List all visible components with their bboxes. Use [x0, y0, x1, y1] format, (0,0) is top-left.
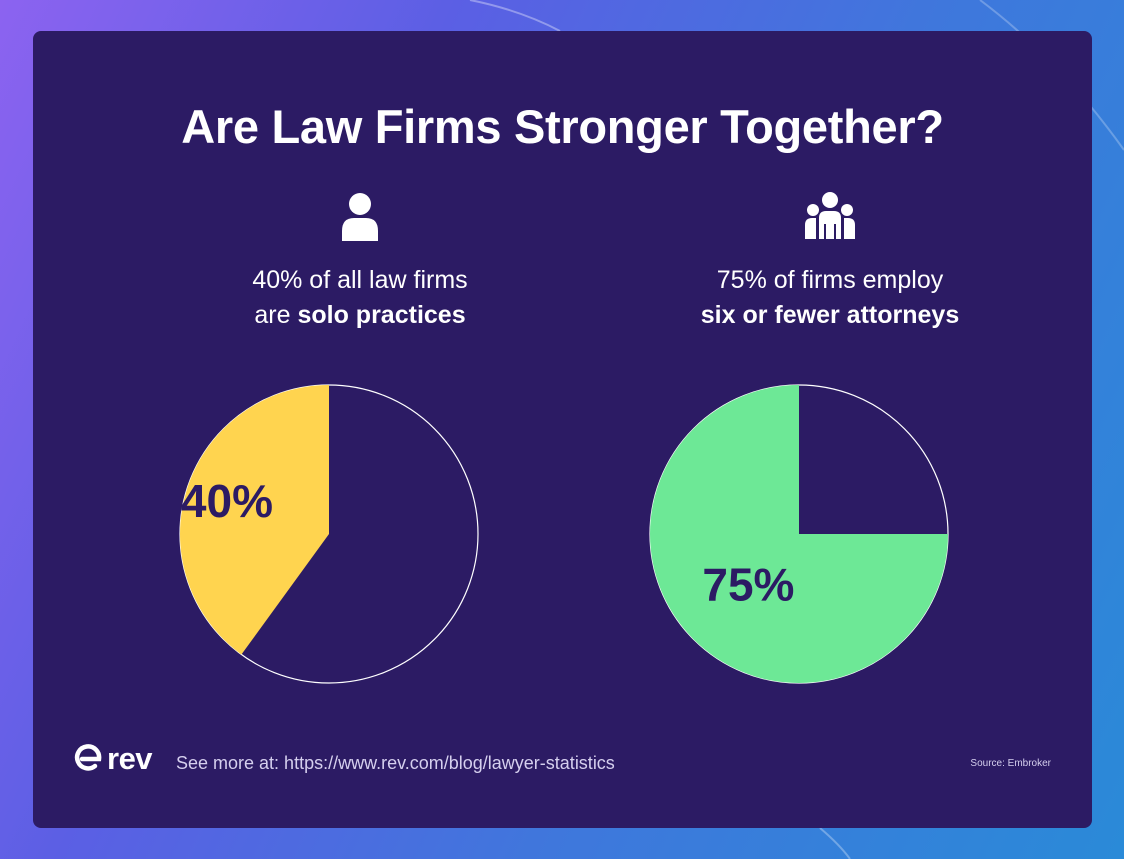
pie-data-label: 40%: [181, 475, 273, 527]
rev-logo-icon: [74, 744, 102, 771]
small-firm-panel: 75% of firms employ six or fewer attorne…: [630, 191, 1030, 333]
group-icon: [805, 192, 855, 239]
small-firm-caption-bold: six or fewer attorneys: [700, 301, 960, 329]
person-icon: [342, 193, 378, 241]
pie-slice-40-percent: [180, 385, 329, 655]
small-firm-pie-chart: 75%: [649, 384, 949, 684]
solo-caption: 40% of all law firms are solo practices: [160, 263, 560, 333]
solo-practice-panel: 40% of all law firms are solo practices: [160, 191, 560, 333]
pie-data-label: 75%: [702, 559, 794, 611]
page-title: Are Law Firms Stronger Together?: [181, 100, 944, 153]
source-note: Source: Embroker: [970, 758, 1051, 769]
small-firm-caption-line2: six or fewer attorneys: [630, 298, 1030, 333]
solo-caption-line2: are solo practices: [160, 298, 560, 333]
rev-logo-text: rev: [107, 741, 153, 776]
infographic-card: Are Law Firms Stronger Together? 40% of …: [33, 31, 1092, 828]
rev-logo: rev: [73, 741, 153, 777]
solo-caption-prefix: are: [254, 301, 298, 329]
pie-slice-75-percent: [650, 385, 948, 683]
solo-caption-line1: 40% of all law firms: [252, 266, 468, 294]
see-more-link[interactable]: See more at: https://www.rev.com/blog/la…: [176, 753, 615, 773]
solo-practice-pie-chart: 40%: [179, 384, 479, 684]
small-firm-caption: 75% of firms employ six or fewer attorne…: [630, 263, 1030, 333]
solo-caption-bold: solo practices: [297, 301, 466, 329]
small-firm-caption-line1: 75% of firms employ: [716, 266, 944, 294]
